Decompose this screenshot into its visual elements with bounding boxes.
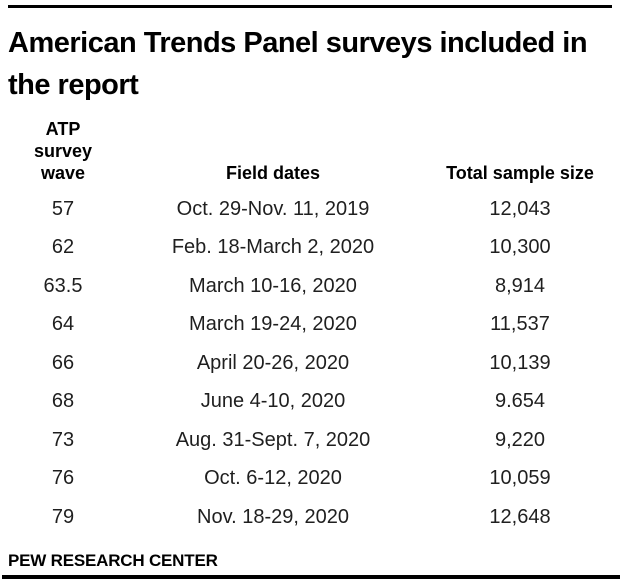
table-row: 79 Nov. 18-29, 2020 12,648 [8,498,612,537]
figure-content: American Trends Panel surveys included i… [0,22,620,571]
bottom-divider [2,575,620,579]
dates-cell: March 19-24, 2020 [189,313,357,336]
size-cell: 10,300 [489,236,551,259]
size-cell: 8,914 [494,274,546,297]
dates-cell: Aug. 31-Sept. 7, 2020 [175,428,371,451]
page-title: American Trends Panel surveys included i… [8,27,588,101]
size-cell: 11,537 [490,313,550,336]
size-cell: 10,139 [489,351,551,374]
size-cell: 9,220 [494,428,546,451]
size-cell: 12,648 [489,505,551,528]
header-row: ATP survey wave Field dates Total sample… [8,118,612,190]
dates-cell: March 10-16, 2020 [189,274,357,297]
col-header-size: Total sample size [446,163,594,183]
size-cell: 9.654 [494,390,546,413]
table-row: 64 March 19-24, 2020 11,537 [8,306,612,345]
dates-cell: Oct. 29-Nov. 11, 2019 [176,197,370,220]
size-cell: 12,043 [489,197,551,220]
dates-cell: Oct. 6-12, 2020 [204,467,342,490]
table-row: 62 Feb. 18-March 2, 2020 10,300 [8,229,612,268]
table-row: 68 June 4-10, 2020 9.654 [8,383,612,422]
wave-cell: 76 [51,467,75,490]
wave-cell: 66 [51,351,75,374]
table-row: 63.5 March 10-16, 2020 8,914 [8,267,612,306]
source-label: PEW RESEARCH CENTER [8,550,218,570]
table-row: 76 Oct. 6-12, 2020 10,059 [8,460,612,499]
dates-cell: June 4-10, 2020 [200,390,346,413]
table-row: 66 April 20-26, 2020 10,139 [8,344,612,383]
wave-cell: 79 [51,505,75,528]
table-row: 57 Oct. 29-Nov. 11, 2019 12,043 [8,190,612,229]
dates-cell: Feb. 18-March 2, 2020 [171,236,375,259]
col-header-wave: ATP survey wave [8,118,118,190]
wave-cell: 63.5 [43,274,83,297]
table-row: 73 Aug. 31-Sept. 7, 2020 9,220 [8,421,612,460]
wave-cell: 57 [51,197,75,220]
wave-cell: 68 [51,390,75,413]
surveys-table: ATP survey wave Field dates Total sample… [8,118,612,537]
size-cell: 10,059 [489,467,551,490]
top-divider [8,5,612,8]
dates-cell: April 20-26, 2020 [196,351,350,374]
wave-cell: 73 [51,428,75,451]
dates-cell: Nov. 18-29, 2020 [197,505,349,528]
col-header-dates: Field dates [225,163,321,183]
wave-cell: 64 [51,313,75,336]
col-header-wave-label: ATP survey wave [33,119,93,183]
wave-cell: 62 [51,236,75,259]
